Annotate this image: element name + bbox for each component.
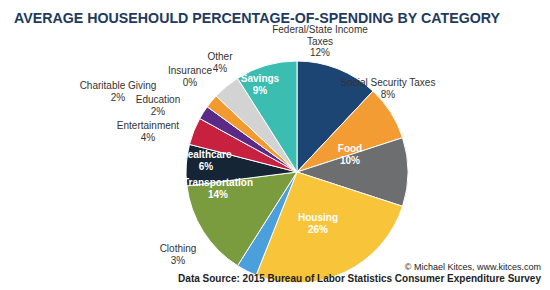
svg-text:Education2%: Education2% (136, 94, 180, 117)
svg-text:Social Security Taxes8%: Social Security Taxes8% (341, 77, 436, 100)
svg-text:© Michael Kitces, www.kitces.c: © Michael Kitces, www.kitces.com (405, 262, 541, 272)
svg-text:Food10%: Food10% (338, 143, 362, 166)
svg-text:Federal/State IncomeTaxes12%: Federal/State IncomeTaxes12% (272, 24, 368, 58)
svg-text:Healthcare6%: Healthcare6% (180, 149, 232, 172)
svg-text:Clothing3%: Clothing3% (160, 243, 197, 266)
svg-text:Housing26%: Housing26% (298, 212, 338, 235)
svg-text:Charitable Giving2%: Charitable Giving2% (80, 80, 157, 103)
svg-text:Insurance0%: Insurance0% (168, 65, 212, 88)
svg-text:Savings9%: Savings9% (241, 73, 280, 96)
svg-text:Transportation14%: Transportation14% (183, 177, 253, 200)
svg-text:Entertainment4%: Entertainment4% (117, 120, 179, 143)
svg-text:Data Source: 2015 Bureau of La: Data Source: 2015 Bureau of Labor Statis… (178, 273, 541, 284)
svg-text:Other4%: Other4% (207, 51, 233, 74)
svg-text:AVERAGE HOUSEHOULD PERCENTAGE-: AVERAGE HOUSEHOULD PERCENTAGE-OF-SPENDIN… (14, 9, 500, 26)
